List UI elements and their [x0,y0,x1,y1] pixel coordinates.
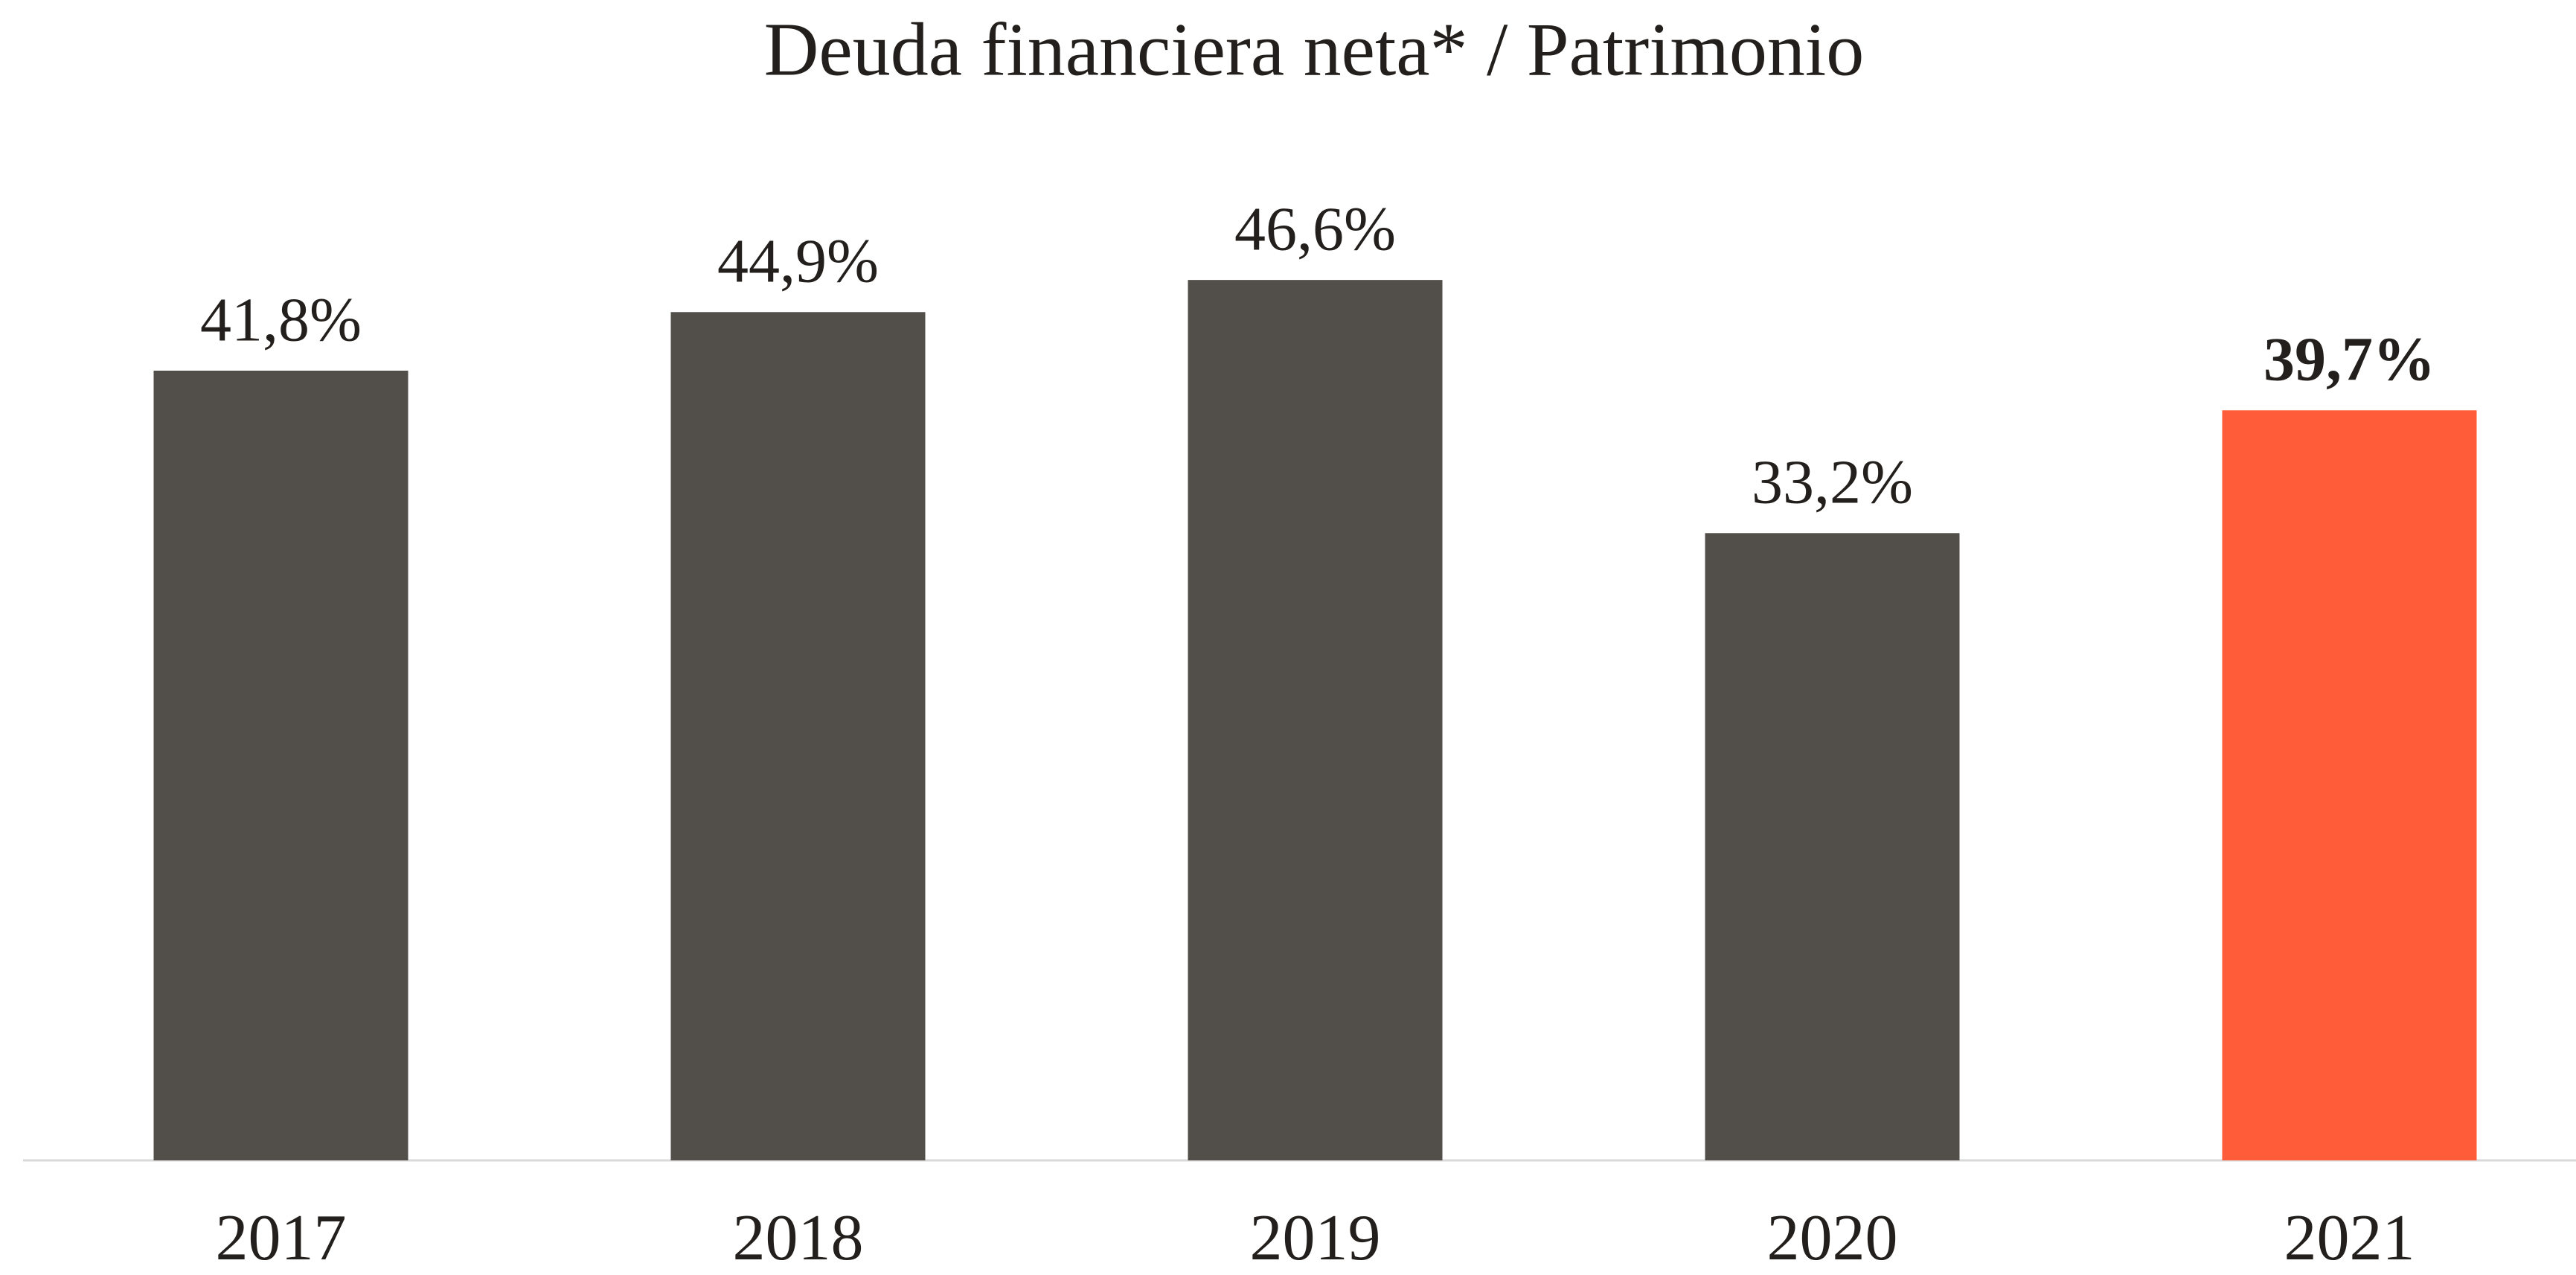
value-label: 33,2% [1752,448,1913,517]
value-label: 46,6% [1234,194,1396,263]
chart-title: Deuda financiera neta* / Patrimonio [764,7,1864,92]
bar [153,370,408,1160]
x-tick-label: 2017 [216,1202,347,1274]
value-label: 39,7% [2263,325,2435,394]
bar [670,312,926,1160]
bar [1188,280,1443,1160]
bar [1705,533,1960,1160]
bar [2222,410,2477,1160]
x-tick-label: 2019 [1250,1202,1381,1274]
x-tick-label: 2021 [2284,1202,2415,1274]
x-tick-label: 2020 [1767,1202,1898,1274]
value-label: 41,8% [200,285,362,354]
value-label: 44,9% [717,227,879,296]
x-tick-label: 2018 [733,1202,864,1274]
